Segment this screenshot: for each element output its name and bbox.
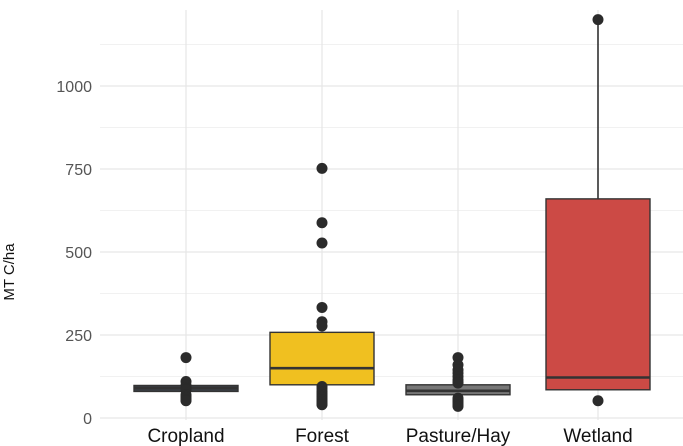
y-tick-label: 750	[65, 162, 92, 179]
outlier-point	[452, 377, 464, 389]
box-wetland	[545, 14, 651, 407]
x-tick-label: Wetland	[563, 426, 632, 446]
box-pasture-hay	[405, 352, 511, 412]
outlier-point	[316, 320, 328, 332]
y-tick-label: 250	[65, 328, 92, 345]
y-tick-label: 1000	[56, 79, 92, 96]
x-tick-label: Cropland	[147, 426, 224, 446]
outlier-point	[180, 352, 192, 364]
box-forest	[269, 162, 375, 411]
outlier-point	[316, 399, 328, 411]
box-body	[545, 198, 651, 391]
outlier-point	[592, 395, 604, 407]
y-tick-label: 500	[65, 245, 92, 262]
outlier-point	[316, 301, 328, 313]
y-tick-label: 0	[83, 411, 92, 428]
box-cropland	[133, 352, 239, 407]
box-body	[269, 331, 375, 386]
outlier-point	[316, 237, 328, 249]
outlier-point	[316, 217, 328, 229]
x-axis-labels: Cropland Forest Pasture/Hay Wetland	[147, 426, 632, 446]
y-axis-ticks: 0 250 500 750 1000	[56, 79, 92, 428]
y-axis-title: MT C/ha	[1, 243, 18, 301]
x-tick-label: Pasture/Hay	[406, 426, 511, 446]
outlier-point	[592, 14, 604, 26]
x-tick-label: Forest	[295, 426, 350, 446]
box-plots	[133, 14, 651, 412]
outlier-point	[316, 162, 328, 174]
outlier-point	[452, 400, 464, 412]
outlier-point	[180, 395, 192, 407]
